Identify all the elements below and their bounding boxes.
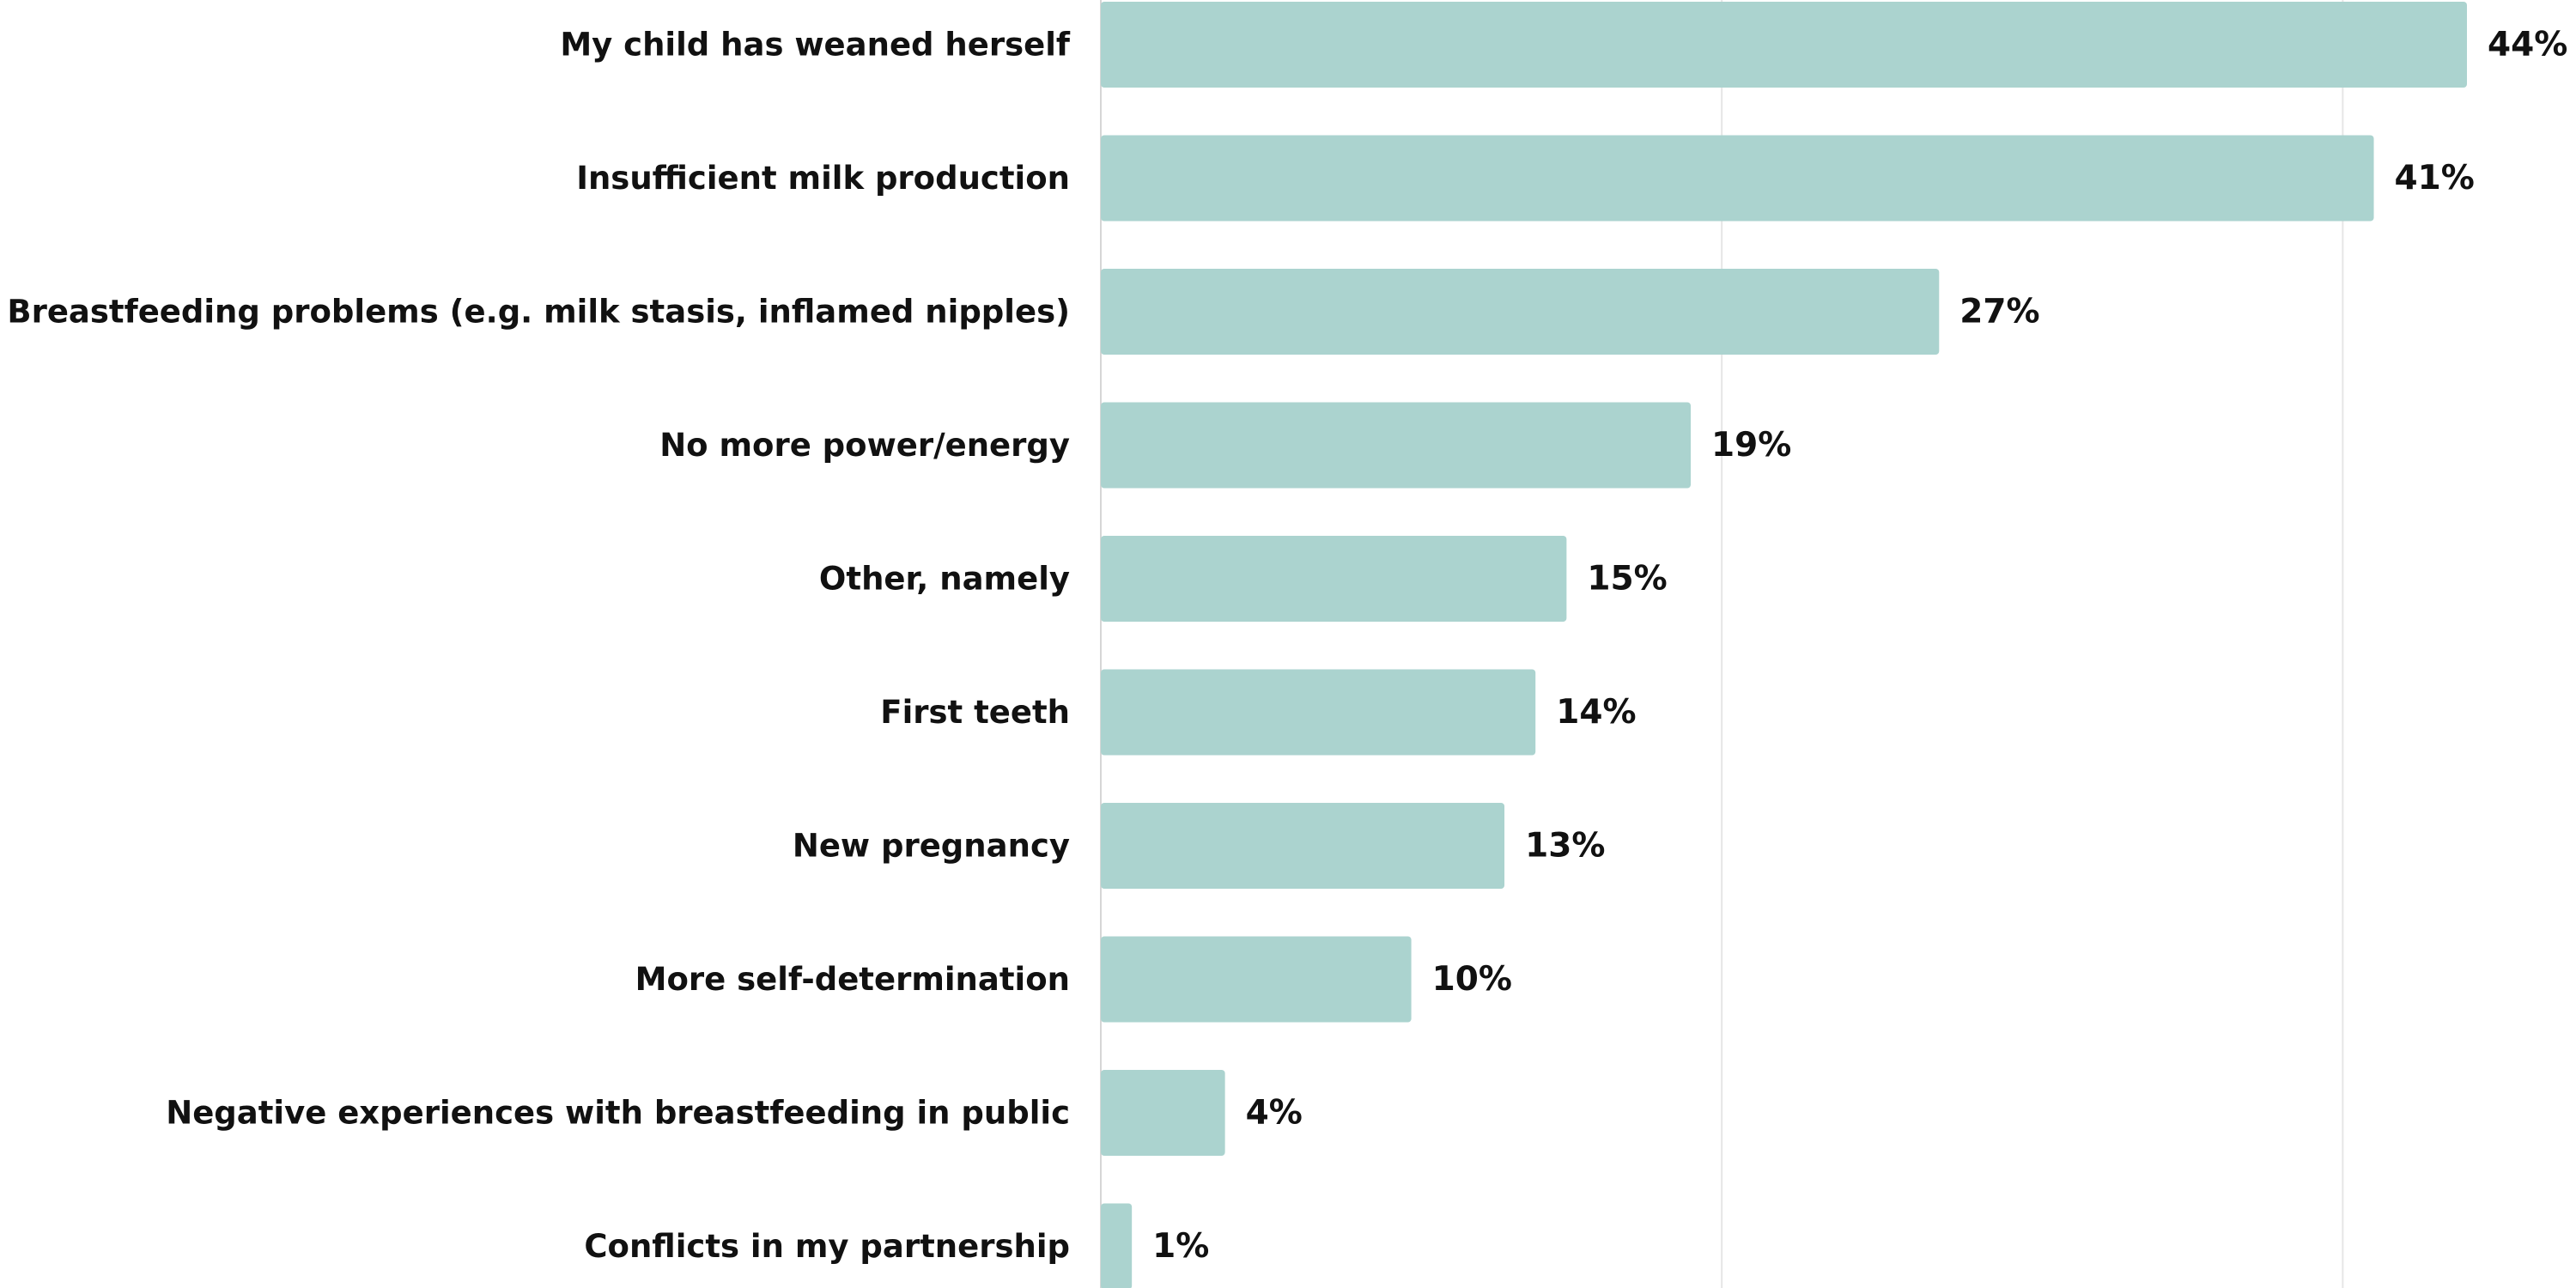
value-label-3: 27% (1959, 293, 2039, 331)
category-label-2: Insufficient milk production (576, 160, 1070, 197)
bar-10 (1101, 1203, 1133, 1288)
value-label-2: 41% (2395, 159, 2475, 197)
bar-1 (1101, 2, 2467, 88)
bar-3 (1101, 269, 1940, 355)
category-label-1: My child has weaned herself (560, 27, 1071, 64)
category-label-6: First teeth (880, 694, 1070, 731)
category-label-4: No more power/energy (659, 427, 1070, 464)
bar-9 (1101, 1070, 1225, 1156)
bar-5 (1101, 536, 1567, 622)
category-label-10: Conflicts in my partnership (584, 1228, 1070, 1265)
value-label-8: 10% (1432, 960, 1512, 999)
category-label-5: Other, namely (819, 561, 1070, 598)
value-label-10: 1% (1152, 1227, 1209, 1266)
value-label-6: 14% (1556, 693, 1636, 732)
value-label-1: 44% (2488, 26, 2567, 64)
bar-6 (1101, 669, 1536, 756)
category-label-3: Breastfeeding problems (e.g. milk stasis… (7, 294, 1070, 331)
bar-4 (1101, 402, 1692, 489)
category-labels: My child has weaned herself Insufficient … (7, 27, 1071, 1266)
bar-2 (1101, 135, 2374, 222)
category-label-8: More self-determination (635, 961, 1070, 998)
category-label-7: New pregnancy (793, 828, 1070, 865)
value-label-5: 15% (1587, 560, 1667, 598)
bar-7 (1101, 803, 1505, 889)
bars (1101, 2, 2467, 1288)
value-labels: 44% 41% 27% 19% 15% 14% 13% 10% 4% 1% (1152, 26, 2567, 1267)
value-label-9: 4% (1246, 1094, 1303, 1133)
value-label-4: 19% (1711, 426, 1791, 465)
category-label-9: Negative experiences with breastfeeding … (166, 1095, 1070, 1132)
value-label-7: 13% (1525, 827, 1605, 866)
bar-8 (1101, 936, 1412, 1023)
